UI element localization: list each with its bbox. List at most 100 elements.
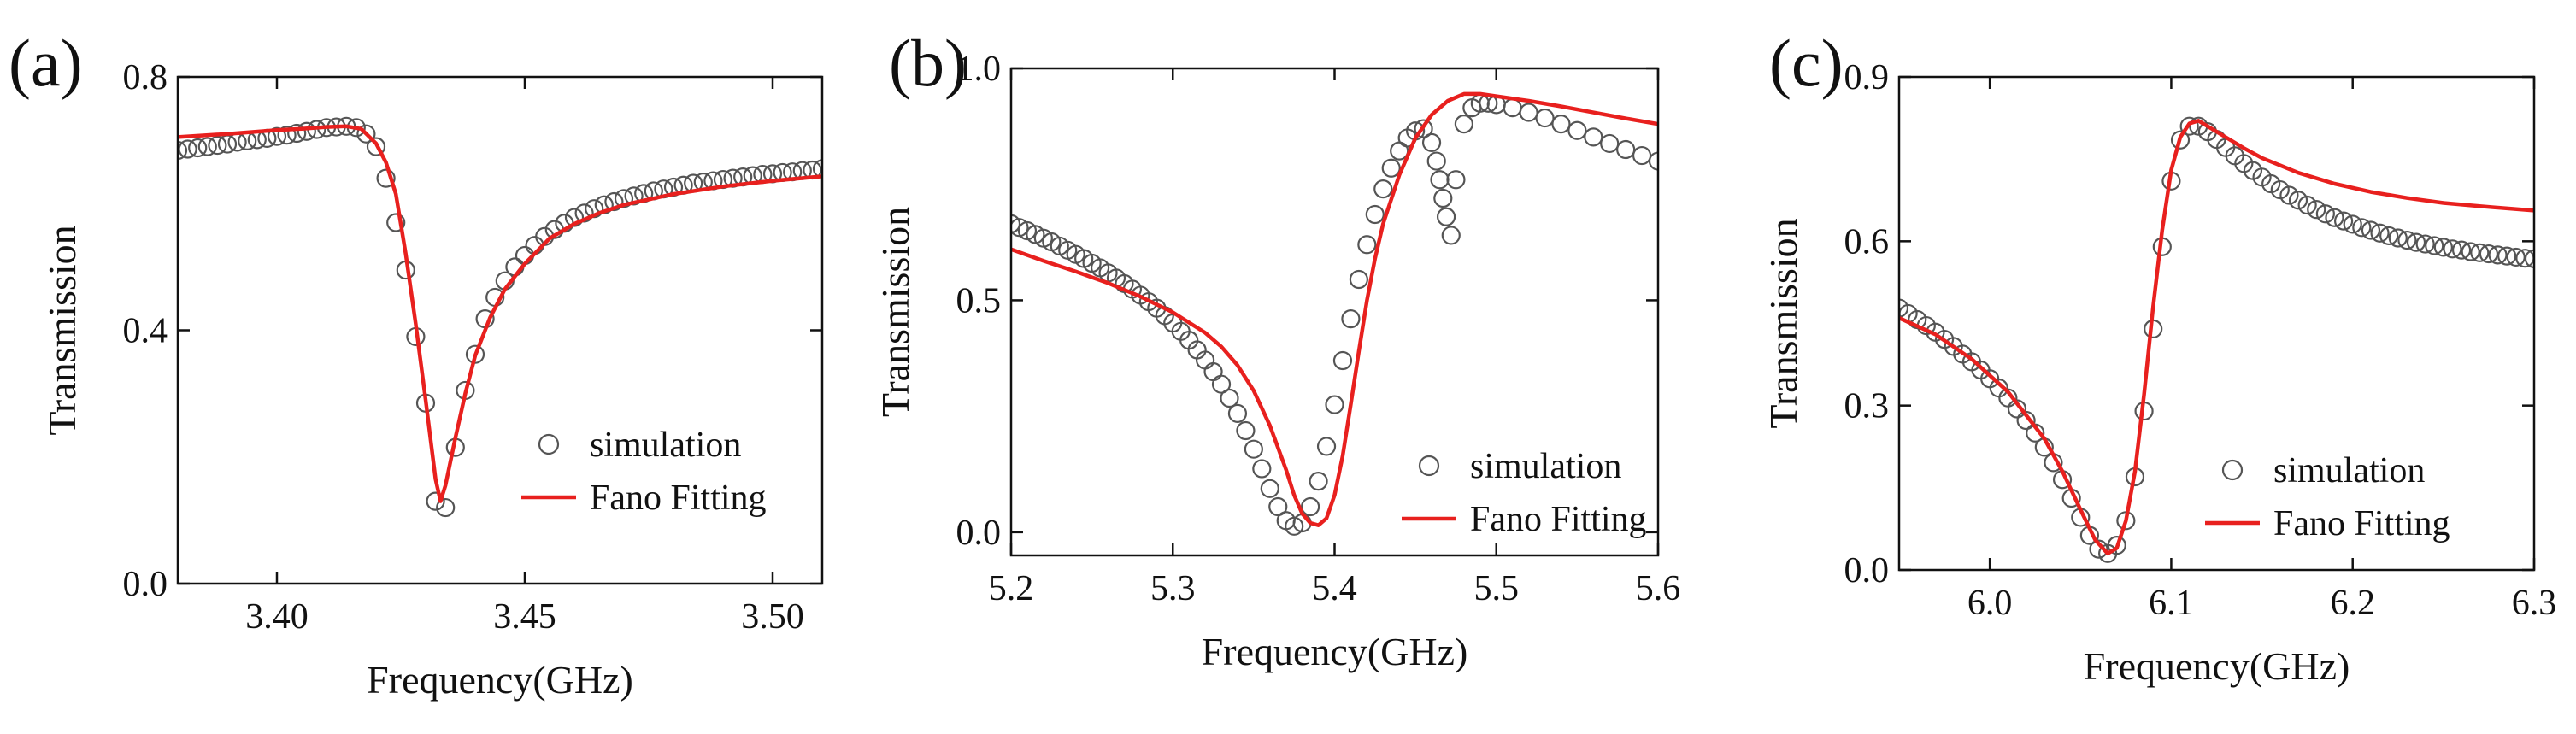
simulation-point bbox=[2406, 232, 2426, 252]
simulation-point bbox=[386, 213, 406, 232]
simulation-point bbox=[2107, 536, 2126, 555]
fano-fitting-line bbox=[178, 124, 822, 503]
simulation-point bbox=[2397, 230, 2417, 250]
y-tick-label: 0.0 bbox=[956, 514, 1002, 553]
simulation-point bbox=[1373, 179, 1393, 199]
plot-data bbox=[1011, 91, 1658, 536]
legend-simulation-label: simulation bbox=[2273, 451, 2425, 490]
simulation-point bbox=[1446, 170, 1466, 190]
simulation-point bbox=[188, 138, 208, 158]
simulation-point bbox=[1309, 472, 1328, 491]
simulation-point bbox=[2497, 246, 2517, 266]
simulation-point bbox=[2270, 179, 2290, 200]
simulation-point bbox=[1325, 395, 1344, 414]
simulation-point bbox=[2425, 236, 2444, 255]
simulation-point bbox=[2343, 214, 2362, 234]
simulation-point bbox=[2433, 238, 2453, 257]
x-tick-label: 3.50 bbox=[741, 597, 804, 637]
simulation-point bbox=[1211, 374, 1232, 394]
legend-fano-label: Fano Fitting bbox=[2273, 504, 2450, 543]
simulation-point bbox=[1301, 496, 1320, 517]
simulation-point bbox=[1220, 388, 1239, 408]
simulation-point bbox=[1260, 479, 1279, 498]
simulation-point bbox=[178, 139, 197, 159]
y-axis-title: Transmission bbox=[1761, 218, 1805, 428]
simulation-point bbox=[2089, 539, 2108, 559]
x-tick-label: 6.3 bbox=[2512, 584, 2557, 623]
chart-panel-2: (b) 5.2 5.3 5.4 5.5 5.6 0.0 0.5 1.0 Frequency(GHz… bbox=[873, 26, 1680, 673]
simulation-point bbox=[426, 491, 445, 511]
y-tick-label: 0.8 bbox=[123, 58, 168, 97]
simulation-point bbox=[1227, 403, 1248, 423]
simulation-point bbox=[2361, 220, 2381, 240]
simulation-point bbox=[1535, 108, 1555, 128]
simulation-point bbox=[2297, 195, 2317, 215]
simulation-point bbox=[197, 137, 217, 156]
fano-fitting-line bbox=[1011, 91, 1658, 527]
x-axis-title: Frequency(GHz) bbox=[1202, 630, 1468, 673]
simulation-point bbox=[1426, 151, 1446, 171]
x-tick-label: 6.0 bbox=[1967, 584, 2013, 623]
simulation-point bbox=[1414, 119, 1433, 138]
simulation-point bbox=[1441, 226, 1461, 245]
y-tick-label: 0.9 bbox=[1844, 58, 1890, 97]
simulation-point bbox=[1252, 459, 1272, 479]
simulation-point bbox=[2370, 223, 2390, 243]
simulation-point bbox=[1433, 188, 1453, 208]
plot-frame bbox=[1897, 75, 2536, 572]
simulation-point bbox=[2461, 242, 2480, 261]
simulation-point bbox=[2170, 130, 2191, 150]
simulation-point bbox=[2488, 245, 2508, 265]
simulation-point bbox=[2007, 399, 2027, 419]
simulation-point bbox=[1316, 437, 1337, 456]
simulation-point bbox=[436, 497, 456, 518]
simulation-point bbox=[267, 126, 287, 146]
y-axis-title: Transmission bbox=[873, 207, 917, 417]
simulation-point bbox=[1011, 218, 1029, 238]
simulation-point bbox=[1899, 298, 1909, 318]
simulation-point bbox=[178, 140, 188, 161]
simulation-point bbox=[1268, 496, 1288, 517]
legend: simulation Fano Fitting bbox=[1402, 447, 1647, 539]
simulation-point bbox=[2352, 218, 2372, 238]
simulation-point bbox=[1454, 115, 1474, 134]
legend-simulation-marker bbox=[538, 433, 560, 455]
y-tick-label: 0.5 bbox=[956, 281, 1002, 320]
chart-panel-1: (a) 3.40 3.45 3.50 0.0 0.4 0.8 Frequency(GHz) Tr… bbox=[9, 26, 824, 702]
simulation-point bbox=[812, 159, 822, 179]
x-tick-label: 3.40 bbox=[245, 597, 309, 637]
simulation-point bbox=[1285, 516, 1304, 536]
x-tick-label: 6.1 bbox=[2149, 584, 2194, 623]
y-tick-label: 0.0 bbox=[123, 565, 168, 604]
simulation-point bbox=[1236, 420, 1256, 441]
simulation-point bbox=[2415, 234, 2435, 254]
simulation-point bbox=[1648, 151, 1658, 171]
simulation-point bbox=[2443, 239, 2462, 259]
simulation-point bbox=[1567, 120, 1587, 140]
legend-simulation-label: simulation bbox=[590, 426, 741, 465]
y-tick-label: 0.4 bbox=[123, 312, 168, 351]
panel-label: (b) bbox=[889, 26, 967, 100]
x-tick-label: 5.3 bbox=[1150, 569, 1196, 608]
simulation-point bbox=[1332, 350, 1353, 371]
simulation-point bbox=[376, 168, 396, 188]
plot-frame bbox=[1009, 67, 1660, 557]
y-axis-title: Transmission bbox=[40, 225, 84, 435]
y-tick-label: 0.6 bbox=[1844, 222, 1890, 261]
chart-panel-3: (c) 6.0 6.1 6.2 6.3 0.0 0.3 0.6 0.9 Frequency(GHz… bbox=[1761, 26, 2556, 688]
legend-simulation-marker bbox=[1418, 455, 1440, 477]
simulation-point bbox=[2506, 247, 2526, 267]
simulation-point bbox=[1349, 269, 1368, 290]
simulation-point bbox=[2279, 185, 2299, 205]
legend-simulation-label: simulation bbox=[1470, 447, 1621, 486]
simulation-point bbox=[1341, 309, 1361, 329]
simulation-point bbox=[208, 135, 227, 156]
simulation-point bbox=[1436, 207, 1456, 226]
plot-data bbox=[178, 116, 822, 518]
simulation-point bbox=[2470, 243, 2490, 262]
legend-simulation-marker bbox=[2221, 459, 2244, 481]
x-axis-title: Frequency(GHz) bbox=[367, 658, 633, 702]
simulation-point bbox=[1421, 132, 1442, 152]
